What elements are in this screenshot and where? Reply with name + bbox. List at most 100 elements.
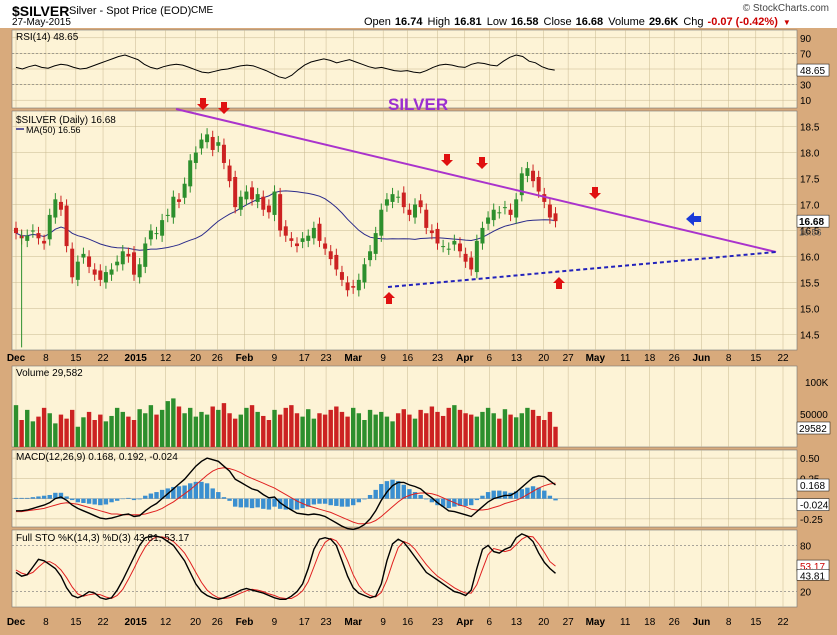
macd-tick-label: 0.50 — [800, 454, 820, 465]
macd-histogram-bar — [143, 495, 148, 499]
macd-histogram-bar — [401, 484, 406, 499]
macd-tick-label: -0.25 — [800, 515, 823, 526]
x-axis-tick-label: 22 — [97, 353, 109, 364]
volume-bar — [334, 406, 339, 447]
volume-bar — [92, 420, 97, 447]
volume-bar — [480, 411, 485, 447]
candle-body — [491, 209, 496, 221]
macd-histogram-bar — [70, 498, 75, 501]
brand-watermark: © StockCharts.com — [742, 3, 829, 14]
candle-body — [514, 199, 519, 218]
x-axis-tick-label: Jun — [693, 353, 711, 364]
x-axis-bottom-tick-label: 9 — [380, 617, 386, 628]
volume-bar — [30, 421, 36, 447]
blue-left-arrow-icon — [686, 212, 701, 226]
candle-body — [70, 248, 75, 278]
candle-body — [199, 139, 204, 149]
macd-histogram-bar — [103, 498, 109, 505]
candle-body — [261, 196, 266, 210]
red-up-arrow-icon — [553, 277, 565, 289]
x-axis-bottom-tick-label: 2015 — [125, 617, 148, 628]
volume-bar — [283, 407, 288, 447]
low-label: Low — [486, 16, 507, 28]
macd-histogram-bar — [41, 495, 47, 499]
candle-body — [205, 134, 210, 143]
candle-body — [87, 256, 92, 267]
macd-hist-last-value: -0.024 — [800, 501, 829, 512]
x-axis-bottom-tick-label: 13 — [511, 617, 523, 628]
candle-body — [25, 235, 30, 241]
macd-histogram-bar — [446, 498, 451, 509]
candle-body — [356, 279, 361, 291]
volume-value: 29.6K — [648, 16, 679, 28]
macd-histogram-bar — [334, 498, 339, 506]
candle-body — [98, 270, 103, 280]
x-axis-bottom-tick-label: 11 — [620, 617, 631, 628]
macd-histogram-bar — [199, 481, 204, 499]
volume-label: Volume — [608, 16, 645, 28]
red-up-arrow-icon — [383, 292, 395, 304]
macd-histogram-bar — [311, 498, 317, 505]
volume-bar — [547, 411, 553, 447]
candle-body — [480, 227, 485, 244]
rsi-legend: RSI(14) 48.65 — [16, 32, 79, 43]
volume-bar — [244, 407, 249, 447]
volume-bar — [485, 407, 491, 447]
price-tick-label: 14.5 — [800, 330, 820, 341]
x-axis-bottom-tick-label: Dec — [7, 617, 26, 628]
macd-histogram-bar — [277, 498, 283, 509]
macd-histogram-bar — [204, 483, 210, 499]
sto-tick-label: 80 — [800, 541, 812, 552]
candle-body — [137, 264, 142, 278]
macd-histogram-bar — [294, 498, 300, 510]
candle-body — [266, 205, 271, 213]
change-down-icon: ▼ — [782, 18, 791, 27]
candle-body — [379, 209, 384, 236]
price-last-value: 16.68 — [799, 217, 824, 228]
x-axis-bottom-tick-label: 23 — [432, 617, 444, 628]
x-axis-tick-label: 15 — [750, 353, 762, 364]
rsi-tick-label: 10 — [800, 96, 812, 107]
macd-histogram-bar — [193, 481, 199, 499]
macd-histogram-bar — [232, 498, 238, 507]
x-axis-tick-label: Apr — [456, 353, 473, 364]
volume-bar — [249, 405, 255, 447]
macd-histogram-bar — [362, 498, 367, 500]
macd-histogram-bar — [19, 497, 24, 499]
x-axis-tick-label: Feb — [236, 353, 254, 364]
candle-body — [300, 238, 305, 242]
candle-body — [328, 251, 333, 260]
volume-bar — [513, 417, 519, 447]
macd-histogram-bar — [159, 489, 165, 499]
macd-histogram-bar — [536, 487, 541, 499]
candle-body — [283, 226, 288, 236]
volume-bar — [70, 409, 75, 447]
volume-bar — [497, 418, 502, 447]
macd-histogram-bar — [176, 486, 182, 499]
volume-bar — [367, 409, 373, 447]
volume-bar — [98, 414, 103, 447]
x-axis-bottom-tick-label: 16 — [402, 617, 414, 628]
macd-last-value: 0.168 — [800, 481, 825, 492]
candle-body — [424, 209, 429, 228]
candle-body — [126, 253, 131, 257]
macd-histogram-bar — [418, 494, 423, 499]
candle-body — [58, 201, 63, 210]
macd-histogram-bar — [407, 489, 412, 499]
volume-bar — [148, 405, 154, 447]
candle-body — [547, 204, 552, 218]
candle-body — [486, 217, 491, 224]
volume-bar — [81, 417, 86, 447]
red-down-arrow-icon — [476, 157, 488, 169]
volume-bar — [159, 409, 165, 447]
high-value: 16.81 — [454, 16, 482, 28]
x-axis-bottom-tick-label: 20 — [538, 617, 550, 628]
volume-bar — [390, 421, 395, 447]
volume-bar — [199, 411, 204, 447]
sto-k-line — [15, 533, 556, 601]
macd-histogram-bar — [171, 486, 176, 499]
candle-body — [171, 196, 176, 218]
candle-body — [323, 243, 328, 249]
volume-bar — [266, 420, 272, 447]
macd-histogram-bar — [412, 492, 418, 499]
